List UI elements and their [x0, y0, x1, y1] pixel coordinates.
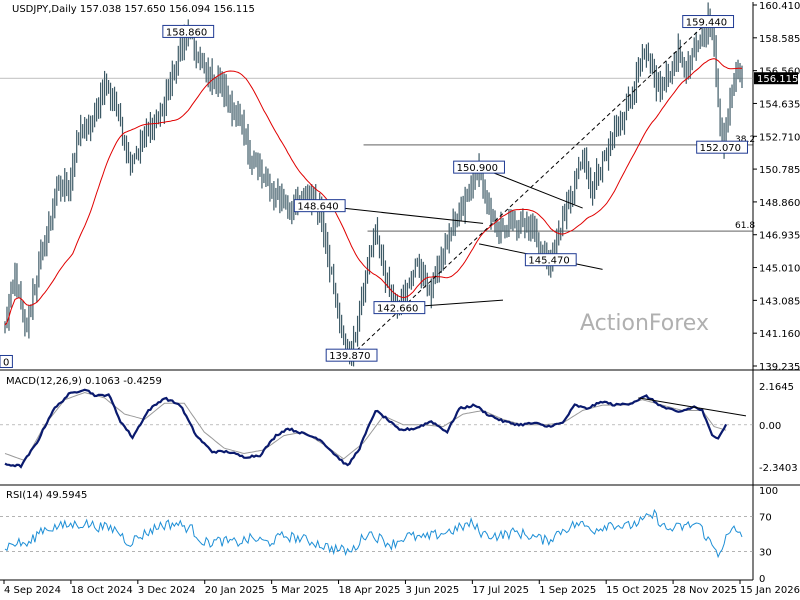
fibonacci-level-label: 38.2 — [735, 135, 755, 145]
price-label-box — [373, 301, 426, 315]
fibonacci-level-label: 61.8 — [735, 221, 755, 231]
rsi-line — [4, 508, 743, 559]
time-tick-label: 17 Jul 2025 — [472, 585, 529, 596]
price-label-box — [162, 24, 215, 38]
price-label: 145.470 — [528, 256, 569, 267]
trendline — [478, 166, 583, 209]
time-tick-label: 3 Dec 2024 — [138, 585, 196, 596]
time-tick-label: 15 Oct 2025 — [606, 585, 668, 596]
price-label: 159.440 — [686, 18, 727, 29]
price-tick-label: 152.710 — [759, 132, 800, 143]
rsi-tick-label: 30 — [759, 548, 772, 559]
price-tick-label: 148.860 — [759, 198, 800, 209]
watermark-text: ActionForex — [580, 311, 709, 336]
price-tick-label: 143.085 — [759, 296, 800, 307]
price-label-box — [453, 160, 505, 174]
price-label: 0 — [3, 357, 9, 368]
price-tick-label: 145.010 — [759, 264, 800, 275]
time-tick-label: 28 Nov 2025 — [673, 585, 737, 596]
price-label-box — [325, 348, 378, 362]
symbol-header: USDJPY,Daily 157.038 157.650 156.094 156… — [12, 4, 255, 15]
price-tick-label: 160.410 — [759, 1, 800, 12]
moving-average-line — [4, 58, 743, 326]
macd-tick-label: 2.1645 — [759, 382, 794, 393]
time-tick-label: 18 Apr 2025 — [339, 585, 401, 596]
rsi-label: RSI(14) 49.5945 — [6, 490, 87, 501]
price-label: 142.660 — [377, 304, 418, 315]
current-price-label: 156.115 — [757, 74, 798, 85]
price-label-box — [696, 140, 748, 154]
time-tick-label: 4 Sep 2024 — [4, 585, 61, 596]
time-tick-label: 3 Jun 2025 — [405, 585, 459, 596]
rsi-tick-label: 0 — [759, 574, 765, 585]
rsi-tick-label: 100 — [759, 486, 778, 497]
macd-signal-line — [4, 391, 727, 462]
rsi-tick-label: 70 — [759, 512, 772, 523]
time-tick-label: 20 Jan 2025 — [205, 585, 265, 596]
time-tick-label: 15 Jan 2026 — [740, 585, 800, 596]
price-tick-label: 154.635 — [759, 99, 800, 110]
price-label: 150.900 — [457, 163, 498, 174]
price-tick-label: 158.585 — [759, 34, 800, 45]
macd-tick-label: -2.3403 — [759, 463, 798, 474]
price-tick-label: 150.785 — [759, 165, 800, 176]
price-label: 158.860 — [166, 27, 207, 38]
price-label: 152.070 — [700, 143, 741, 154]
trendline — [319, 205, 484, 224]
macd-label: MACD(12,26,9) 0.1063 -0.4259 — [6, 376, 162, 387]
price-label-box — [0, 354, 13, 368]
macd-line — [4, 388, 728, 469]
time-tick-label: 18 Oct 2024 — [71, 585, 133, 596]
price-tick-label: 141.160 — [759, 329, 800, 340]
price-label: 139.870 — [329, 351, 370, 362]
current-price-tag — [754, 72, 798, 85]
price-tick-label: 146.935 — [759, 231, 800, 242]
macd-trendline — [638, 397, 747, 417]
trendline — [351, 21, 709, 356]
price-label: 148.640 — [297, 202, 338, 213]
price-tick-label: 139.235 — [759, 362, 800, 373]
price-label-box — [293, 199, 346, 213]
macd-tick-label: 0.00 — [759, 421, 781, 432]
price-tick-label: 156.560 — [759, 67, 800, 78]
price-label-box — [524, 253, 577, 267]
time-tick-label: 1 Sep 2025 — [539, 585, 596, 596]
time-tick-label: 5 Mar 2025 — [272, 585, 329, 596]
price-label-box — [682, 15, 735, 29]
